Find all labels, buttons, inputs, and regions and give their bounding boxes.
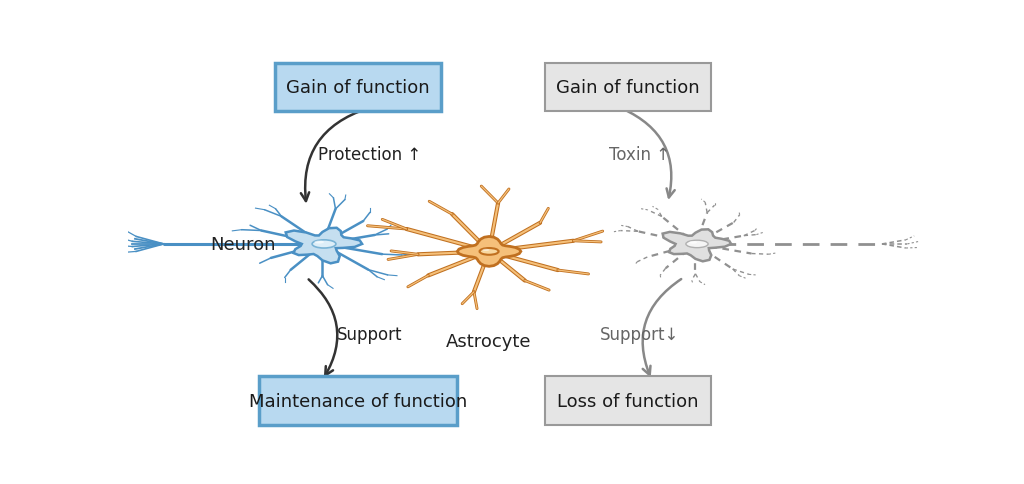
Ellipse shape [482,249,489,252]
Text: Toxin ↑: Toxin ↑ [609,146,671,164]
Text: Support↓: Support↓ [600,325,680,343]
Text: Gain of function: Gain of function [287,79,430,97]
Text: Neuron: Neuron [210,235,275,254]
FancyBboxPatch shape [545,377,712,425]
FancyBboxPatch shape [545,64,712,112]
Text: Astrocyte: Astrocyte [446,333,531,350]
Text: Maintenance of function: Maintenance of function [249,392,467,410]
Ellipse shape [312,241,336,248]
Polygon shape [286,228,362,264]
Text: Protection ↑: Protection ↑ [318,146,422,164]
Text: Gain of function: Gain of function [556,79,699,97]
Polygon shape [458,237,521,267]
Ellipse shape [689,242,697,244]
FancyBboxPatch shape [274,64,441,112]
Text: Loss of function: Loss of function [557,392,698,410]
Polygon shape [663,230,731,262]
Text: Support: Support [337,325,402,343]
FancyBboxPatch shape [259,377,458,425]
Ellipse shape [479,248,499,255]
Ellipse shape [686,241,709,248]
Ellipse shape [314,241,324,244]
